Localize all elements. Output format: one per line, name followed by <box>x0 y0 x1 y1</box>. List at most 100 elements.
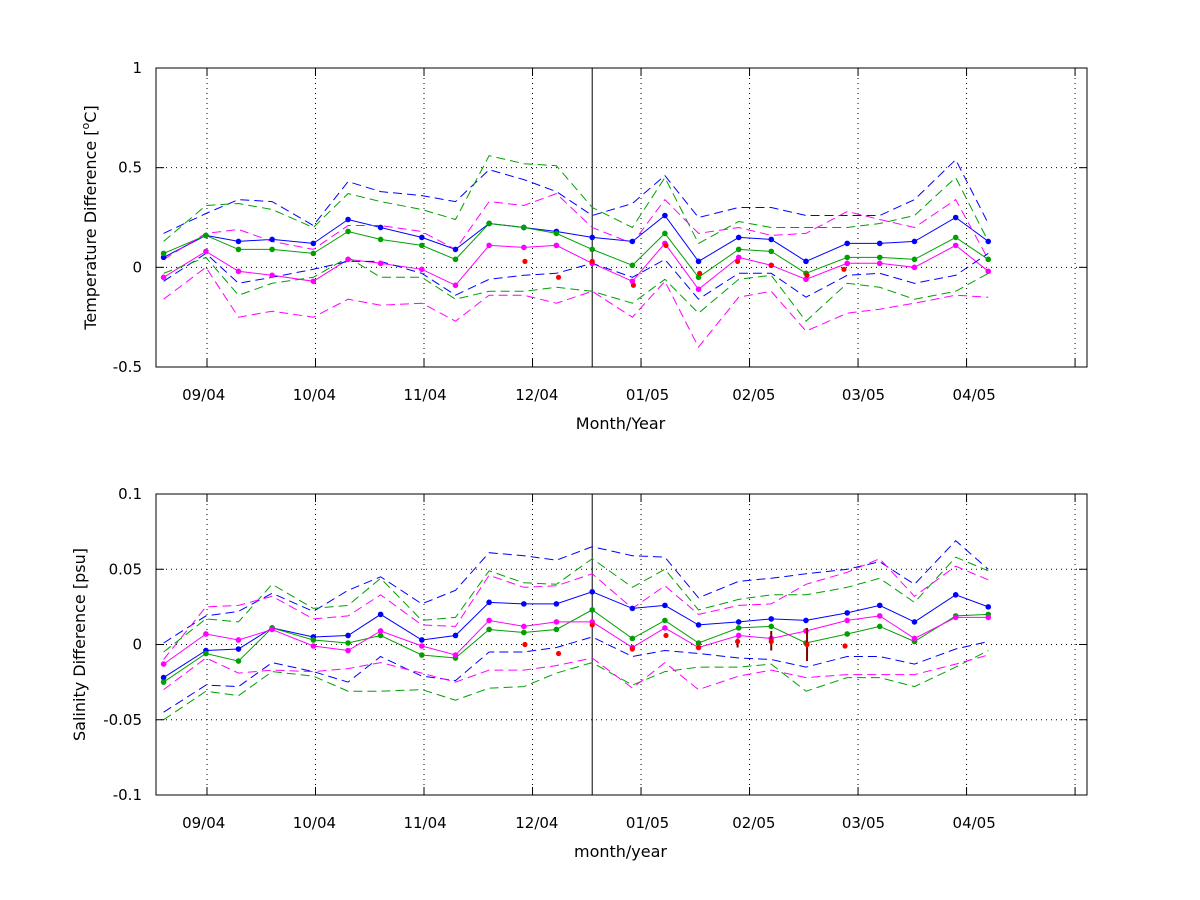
data-point <box>553 601 560 607</box>
data-point <box>269 236 275 243</box>
data-point <box>695 258 702 265</box>
red-point <box>768 262 774 268</box>
y-tick-label: 0 <box>132 636 142 654</box>
data-point <box>985 256 992 263</box>
data-point <box>377 632 384 639</box>
y-axis-label-main: Salinity Difference [psu] <box>70 548 89 741</box>
x-tick-label: 03/05 <box>842 386 885 404</box>
data-point <box>735 619 742 625</box>
data-point <box>844 631 850 637</box>
data-point <box>589 607 596 613</box>
data-point <box>803 617 809 624</box>
data-point <box>553 230 560 237</box>
red-point <box>735 258 741 264</box>
data-point <box>160 661 167 667</box>
data-point <box>160 250 167 257</box>
data-point <box>452 246 459 253</box>
x-tick-label: 10/04 <box>293 814 336 832</box>
data-point <box>269 626 275 633</box>
red-point <box>589 622 595 628</box>
data-point <box>735 246 742 253</box>
data-point <box>844 617 850 624</box>
data-point <box>768 616 775 622</box>
data-point <box>735 632 742 639</box>
data-point <box>521 224 527 231</box>
data-point <box>486 617 492 624</box>
data-point <box>662 617 668 624</box>
data-point <box>911 264 918 271</box>
x-tick-label: 04/05 <box>953 386 996 404</box>
data-point <box>876 623 883 630</box>
data-point <box>160 679 167 685</box>
y-axis-label: Temperature Difference [oC] <box>79 105 100 330</box>
data-point <box>911 238 918 245</box>
bound-line-3 <box>163 540 989 644</box>
data-point <box>377 628 384 634</box>
data-point <box>553 619 560 625</box>
data-point <box>911 256 918 263</box>
salinity-panel: -0.1 -0.05 0 0.05 0.1 09/04 10/04 11/04 12/04 01/… <box>70 485 1088 861</box>
x-tick-label: 10/04 <box>293 386 336 404</box>
data-point <box>310 637 317 643</box>
data-point <box>876 613 883 619</box>
data-point <box>419 637 425 643</box>
data-point <box>844 254 850 261</box>
data-point <box>952 592 959 598</box>
data-point <box>695 622 702 628</box>
data-point <box>629 278 636 285</box>
data-point <box>345 216 351 223</box>
data-point <box>768 248 775 255</box>
red-point <box>695 644 702 651</box>
data-point <box>952 242 959 249</box>
red-point <box>735 638 741 645</box>
bound-line-5 <box>163 193 989 260</box>
x-tick-label: 11/04 <box>403 386 446 404</box>
bound-line-7 <box>163 256 989 322</box>
data-point <box>803 258 809 265</box>
data-point <box>377 236 384 243</box>
data-point <box>952 214 959 221</box>
data-point <box>419 652 425 658</box>
data-point <box>911 635 918 642</box>
y-axis-label-main: Temperature Difference [ <box>81 129 100 330</box>
y-tick-label: 0.1 <box>118 485 142 503</box>
data-point <box>735 234 742 241</box>
x-tick-label: 02/05 <box>732 814 775 832</box>
data-point <box>553 242 560 249</box>
data-point <box>735 254 742 261</box>
data-point <box>235 268 242 275</box>
data-point <box>521 601 527 607</box>
data-point <box>985 238 992 245</box>
data-point <box>235 637 242 643</box>
red-point <box>841 266 847 272</box>
data-point <box>629 635 636 642</box>
red-point <box>629 646 635 652</box>
x-tick-label: 09/04 <box>182 386 225 404</box>
temperature-panel: -0.5 0 0.5 1 09/04 10/04 11/04 12/04 01/05 02/05 0… <box>79 59 1088 433</box>
data-point <box>589 234 596 241</box>
y-tick-label: 0.05 <box>109 560 142 578</box>
data-point <box>452 652 459 658</box>
red-point <box>697 270 703 276</box>
data-point <box>345 647 351 654</box>
y-axis-label-superscript: o <box>79 122 92 129</box>
data-point <box>952 614 959 621</box>
data-point <box>377 611 384 618</box>
bound-line-6 <box>163 636 989 713</box>
red-point <box>663 242 669 249</box>
data-point <box>521 629 527 636</box>
data-point <box>521 623 527 630</box>
data-point <box>844 260 850 267</box>
x-tick-label: 01/05 <box>626 386 669 404</box>
data-point <box>768 236 775 243</box>
bound-line-6 <box>163 252 989 300</box>
data-point <box>695 286 702 293</box>
data-point <box>911 619 918 625</box>
y-tick-label: 0 <box>132 258 142 276</box>
data-point <box>235 646 242 652</box>
data-point <box>203 232 209 239</box>
red-point <box>522 258 528 264</box>
data-point <box>985 268 992 275</box>
data-point <box>310 278 317 285</box>
